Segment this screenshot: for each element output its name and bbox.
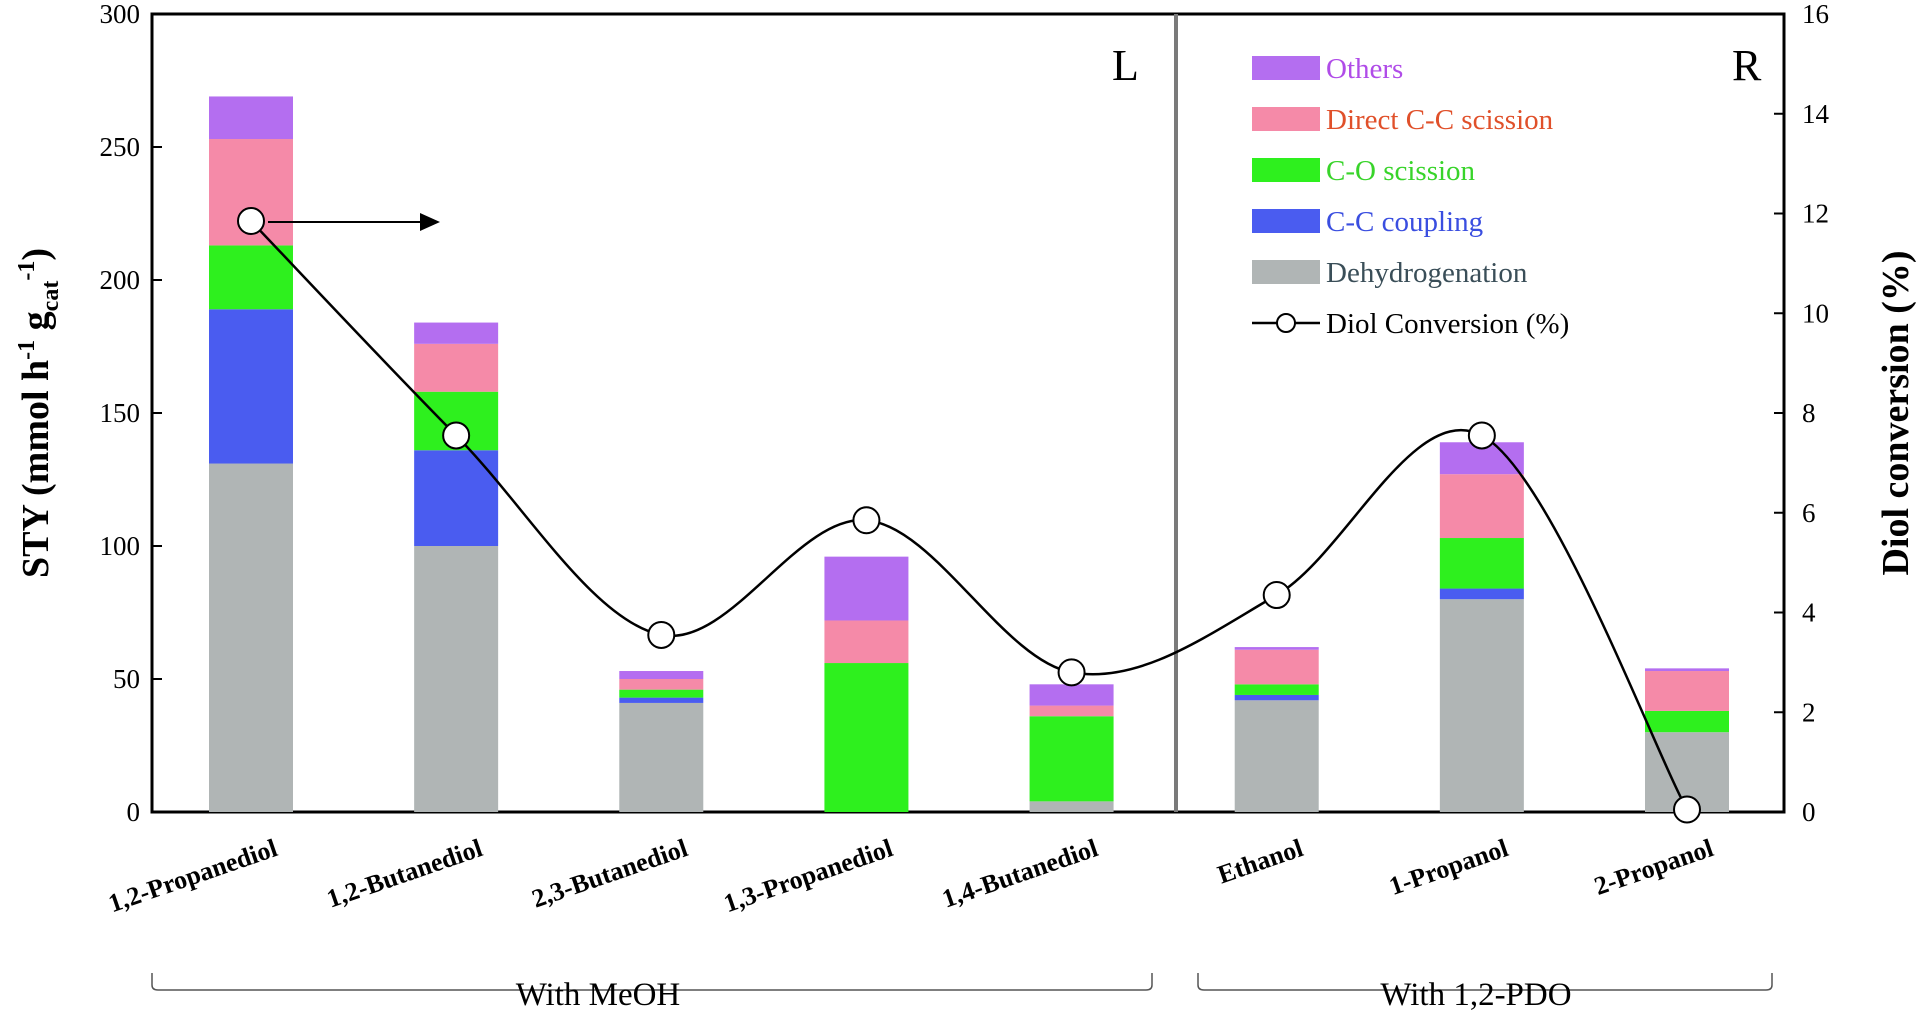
panel-label-right: R bbox=[1732, 41, 1762, 90]
bar-segment-dehydrogenation bbox=[1234, 700, 1319, 812]
category-label: 1,2-Butanediol bbox=[323, 833, 486, 913]
conversion-point bbox=[1673, 795, 1701, 824]
y-tick-label: 0 bbox=[127, 797, 141, 827]
y-tick-label: 50 bbox=[113, 664, 140, 694]
group-bracket-right: With 1,2-PDO bbox=[1197, 973, 1773, 1013]
bar-segment-direct-c-c-scission bbox=[1645, 671, 1729, 711]
category-labels: 1,2-Propanediol 1,2-Butanediol 2,3-Butaned… bbox=[105, 833, 1717, 918]
bar-segment-dehydrogenation bbox=[1029, 801, 1114, 812]
bar-segment-others bbox=[619, 671, 704, 679]
bar-segment-dehydrogenation bbox=[414, 546, 499, 812]
legend-label-others: Others bbox=[1326, 53, 1403, 85]
y-tick-label: 150 bbox=[100, 398, 141, 428]
legend-label-dehydrogenation: Dehydrogenation bbox=[1326, 257, 1528, 289]
bar-segment-direct-c-c-scission bbox=[414, 343, 499, 392]
y2-tick-label: 2 bbox=[1802, 697, 1816, 727]
group-label-right: With 1,2-PDO bbox=[1380, 977, 1571, 1013]
bar-segment-c-c-coupling bbox=[1439, 588, 1524, 600]
group-label-left: With MeOH bbox=[516, 977, 681, 1013]
conversion-line-group bbox=[237, 206, 1701, 824]
y2-tick-label: 0 bbox=[1802, 797, 1816, 827]
bar-segment-c-o-scission bbox=[1234, 684, 1319, 695]
bar-segment-c-o-scission bbox=[1029, 716, 1114, 802]
y-tick-label: 100 bbox=[100, 531, 141, 561]
category-label: 2-Propanol bbox=[1590, 833, 1716, 901]
legend-swatch-c-o-scission bbox=[1252, 158, 1320, 182]
y2-tick-label: 12 bbox=[1802, 199, 1829, 229]
bar-segment-others bbox=[1234, 647, 1319, 650]
plot-area: 0 50 100 150 200 250 300 0 2 4 6 8 10 12 14 16 1,2-Pro… bbox=[100, 0, 1830, 918]
bar-segment-c-c-coupling bbox=[414, 450, 499, 546]
category-label: 1,4-Butanediol bbox=[938, 833, 1101, 913]
y2-tick-label: 6 bbox=[1802, 498, 1816, 528]
bar-segment-c-c-coupling bbox=[209, 309, 293, 464]
bar-segment-others bbox=[209, 96, 293, 140]
legend-swatch-dehydrogenation bbox=[1252, 260, 1320, 284]
y2-tick-label: 16 bbox=[1802, 0, 1829, 29]
right-axis-ticks: 0 2 4 6 8 10 12 14 16 bbox=[1774, 0, 1830, 827]
legend-label-c-c-coupling: C-C coupling bbox=[1326, 206, 1483, 238]
bar-segment-direct-c-c-scission bbox=[1439, 474, 1524, 539]
conversion-point bbox=[647, 620, 676, 649]
y2-tick-label: 8 bbox=[1802, 398, 1816, 428]
category-label: 1,3-Propanediol bbox=[720, 833, 896, 918]
bar-segment-direct-c-c-scission bbox=[1029, 705, 1114, 717]
legend-label-diol-conversion: Diol Conversion (%) bbox=[1326, 308, 1569, 340]
y-tick-label: 200 bbox=[100, 265, 141, 295]
bar-segment-c-o-scission bbox=[1645, 710, 1729, 733]
y2-tick-label: 4 bbox=[1802, 598, 1816, 628]
annotation-arrow bbox=[268, 213, 440, 231]
legend: Others Direct C-C scission C-O scission C-C… bbox=[1252, 53, 1569, 340]
category-label: 1-Propanol bbox=[1385, 833, 1511, 901]
bars-group bbox=[209, 96, 1729, 812]
bar-segment-others bbox=[1645, 668, 1729, 672]
bar-segment-direct-c-c-scission bbox=[619, 679, 704, 690]
bar-segment-dehydrogenation bbox=[619, 702, 704, 812]
category-label: 1,2-Propanediol bbox=[105, 833, 281, 918]
group-bracket-left: With MeOH bbox=[151, 973, 1153, 1013]
y-axis-title: STY (mmol h-1 gcat-1) bbox=[14, 248, 64, 578]
bar-segment-c-o-scission bbox=[824, 663, 909, 812]
category-label: Ethanol bbox=[1214, 833, 1307, 889]
bar-segment-dehydrogenation bbox=[1439, 599, 1524, 812]
y-axis-label: STY (mmol h-1 gcat-1) bbox=[14, 248, 64, 578]
category-label: 2,3-Butanediol bbox=[528, 833, 691, 913]
legend-swatch-others bbox=[1252, 56, 1320, 80]
bar-segment-c-o-scission bbox=[1439, 538, 1524, 589]
legend-swatch-c-c-coupling bbox=[1252, 209, 1320, 233]
conversion-point bbox=[1057, 658, 1086, 687]
bar-segment-dehydrogenation bbox=[209, 463, 293, 812]
conversion-point bbox=[1467, 421, 1496, 450]
y2-tick-label: 10 bbox=[1802, 298, 1829, 328]
y2-axis-label: Diol conversion (%) bbox=[1875, 250, 1917, 575]
legend-marker-sample bbox=[1276, 313, 1296, 333]
conversion-point bbox=[1262, 581, 1291, 610]
bar-segment-direct-c-c-scission bbox=[1234, 649, 1319, 685]
panel-label-left: L bbox=[1112, 41, 1139, 90]
conversion-point bbox=[442, 421, 471, 450]
bar-segment-direct-c-c-scission bbox=[824, 620, 909, 664]
bar-segment-c-o-scission bbox=[209, 245, 293, 310]
bar-segment-others bbox=[414, 322, 499, 344]
y2-tick-label: 14 bbox=[1802, 99, 1830, 129]
y-tick-label: 300 bbox=[100, 0, 141, 29]
legend-label-direct-c-c-scission: Direct C-C scission bbox=[1326, 104, 1554, 136]
legend-label-c-o-scission: C-O scission bbox=[1326, 155, 1476, 187]
legend-swatch-direct-c-c-scission bbox=[1252, 107, 1320, 131]
bar-segment-c-c-coupling bbox=[1234, 694, 1319, 701]
conversion-point bbox=[852, 506, 881, 535]
left-axis-ticks: 0 50 100 150 200 250 300 bbox=[100, 0, 162, 827]
bar-segment-c-c-coupling bbox=[619, 697, 704, 703]
y-tick-label: 250 bbox=[100, 132, 141, 162]
bar-segment-c-o-scission bbox=[619, 689, 704, 698]
conversion-point bbox=[237, 206, 265, 235]
bar-segment-others bbox=[1029, 684, 1114, 706]
bar-segment-others bbox=[824, 556, 909, 621]
